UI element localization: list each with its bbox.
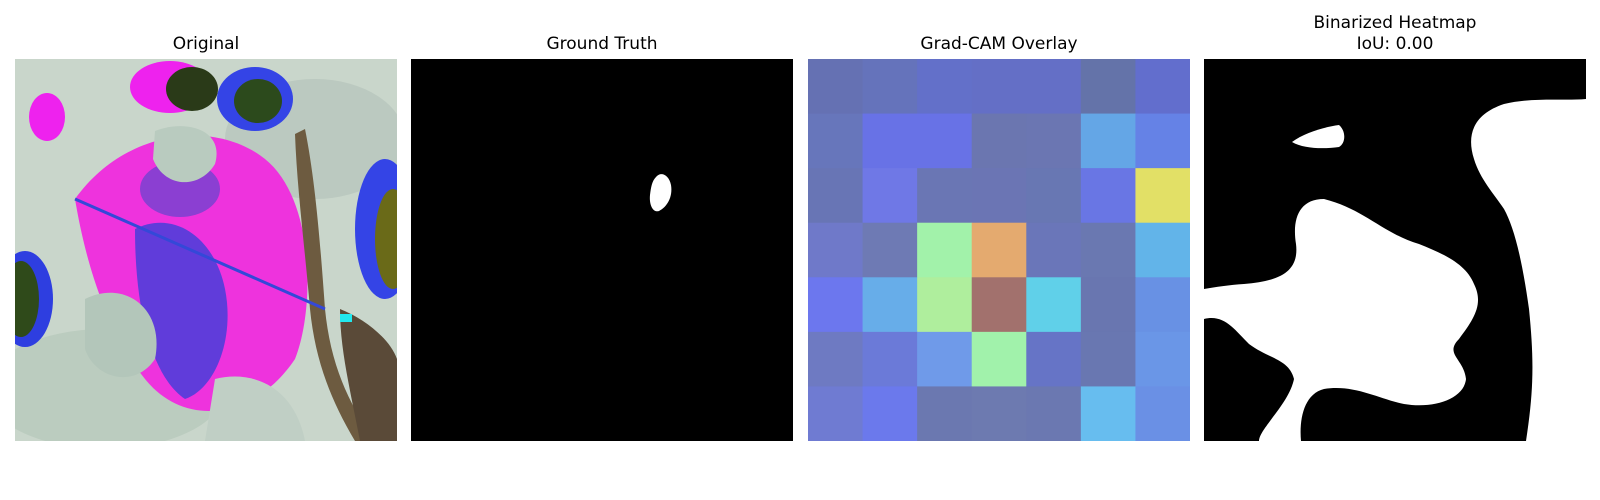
gradcam-cell-2-5 [1080, 168, 1137, 224]
gradcam-cell-0-3 [971, 59, 1027, 115]
gradcam-cell-4-6 [1135, 277, 1190, 333]
title-ground-truth: Ground Truth [546, 34, 658, 54]
gradcam-cell-3-6 [1135, 222, 1190, 278]
gradcam-cell-3-0 [808, 222, 864, 278]
gradcam-cell-1-2 [917, 113, 973, 169]
original-image [15, 59, 397, 441]
gradcam-cell-1-0 [808, 113, 864, 169]
gradcam-cell-2-0 [808, 168, 864, 224]
binarized-region-top-right [1471, 59, 1586, 441]
gradcam-cell-5-5 [1080, 331, 1137, 388]
gradcam-cell-1-5 [1080, 113, 1137, 169]
gradcam-cell-0-5 [1080, 59, 1137, 115]
title-binarized-heatmap: Binarized Heatmap IoU: 0.00 [1204, 13, 1586, 55]
gradcam-cell-0-6 [1135, 59, 1190, 115]
gradcam-cell-2-2 [917, 168, 973, 224]
gradcam-cell-2-3 [971, 168, 1027, 224]
gradcam-cell-4-2 [917, 277, 973, 333]
binarized-region-main [1204, 199, 1479, 441]
gradcam-cell-6-2 [917, 386, 973, 441]
gradcam-cell-5-0 [808, 331, 864, 388]
binarized-heatmap [1204, 59, 1586, 441]
gradcam-cell-5-3 [971, 331, 1027, 388]
gradcam-cell-4-1 [862, 277, 918, 333]
gradcam-cell-5-2 [917, 331, 973, 388]
gradcam-cell-6-4 [1026, 386, 1082, 441]
ground-truth-region [649, 174, 672, 212]
gradcam-cell-1-1 [862, 113, 918, 169]
gradcam-cell-1-6 [1135, 113, 1190, 169]
binarized-title-line1: Binarized Heatmap [1313, 13, 1477, 33]
gradcam-cell-3-1 [862, 222, 918, 278]
ground-truth-mask [411, 59, 793, 441]
gradcam-cell-2-4 [1026, 168, 1082, 224]
title-original: Original [172, 34, 240, 54]
gradcam-cell-0-0 [808, 59, 864, 115]
gradcam-cell-3-2 [917, 222, 973, 278]
gradcam-cell-6-6 [1135, 386, 1190, 441]
gradcam-cell-3-5 [1080, 222, 1137, 278]
gradcam-cell-6-1 [862, 386, 918, 441]
gradcam-cell-3-4 [1026, 222, 1082, 278]
binarized-region-small [1292, 125, 1345, 149]
gradcam-cell-6-3 [971, 386, 1027, 441]
gradcam-cell-5-6 [1135, 331, 1190, 388]
binarized-iou-label: IoU: 0.00 [1356, 34, 1434, 54]
gradcam-cell-2-1 [862, 168, 918, 224]
gradcam-cell-3-3 [971, 222, 1027, 278]
gradcam-cell-6-5 [1080, 386, 1137, 441]
gradcam-overlay [808, 59, 1190, 441]
gradcam-cell-4-4 [1026, 277, 1082, 333]
gradcam-cell-5-1 [862, 331, 918, 388]
gradcam-cell-5-4 [1026, 331, 1082, 388]
gradcam-cell-4-3 [971, 277, 1027, 333]
gradcam-cell-0-4 [1026, 59, 1082, 115]
gradcam-cell-6-0 [808, 386, 864, 441]
title-gradcam-overlay: Grad-CAM Overlay [920, 34, 1078, 54]
gradcam-cell-0-1 [862, 59, 918, 115]
gradcam-cell-2-6 [1135, 168, 1190, 224]
gradcam-cell-4-0 [808, 277, 864, 333]
gradcam-cell-1-4 [1026, 113, 1082, 169]
gradcam-cell-4-5 [1080, 277, 1137, 333]
gradcam-cell-1-3 [971, 113, 1027, 169]
gradcam-cell-0-2 [917, 59, 973, 115]
